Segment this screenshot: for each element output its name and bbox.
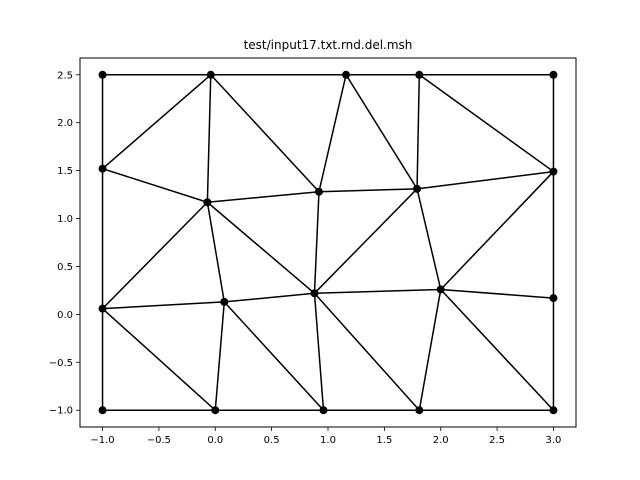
mesh-edge-32 [416, 188, 442, 291]
x-tick-label: −1.0 [90, 435, 114, 446]
mesh-edge-26 [206, 201, 226, 303]
y-tick-label: 2.5 [57, 70, 73, 81]
mesh-node-8 [413, 184, 422, 193]
mesh-edge-30 [313, 190, 320, 295]
mesh-edge-41 [214, 301, 226, 411]
mesh-edge-40 [223, 301, 325, 411]
mesh-edge-23 [418, 74, 555, 173]
mesh-edge-17 [210, 74, 320, 193]
mesh-edge-38 [313, 292, 421, 411]
mesh-edge-35 [439, 288, 555, 299]
mesh-nodes [98, 70, 558, 415]
mesh-node-3 [415, 70, 424, 79]
mesh-edge-27 [101, 301, 226, 310]
mesh-edge-25 [101, 201, 209, 310]
mesh-node-2 [342, 70, 351, 79]
mesh-edge-20 [345, 74, 418, 190]
y-tick-label: −1.0 [49, 406, 73, 417]
mesh-edge-42 [101, 307, 217, 411]
mesh-edge-34 [439, 170, 555, 291]
mesh-edge-19 [318, 74, 347, 193]
mesh-node-4 [549, 70, 558, 79]
mesh-node-9 [549, 167, 558, 176]
x-tick-label: 2.0 [433, 435, 449, 446]
mesh-node-0 [98, 70, 107, 79]
y-tick-label: 1.0 [57, 214, 73, 225]
mesh-node-7 [314, 187, 323, 196]
mesh-edge-16 [101, 167, 209, 203]
mesh-edge-33 [313, 288, 442, 295]
mesh-edges [101, 74, 555, 411]
mesh-node-19 [549, 406, 558, 415]
y-axis: −1.0 −0.5 0.0 0.5 1.0 1.5 2.0 2.5 [49, 70, 80, 417]
plot-frame [79, 57, 577, 428]
mesh-edge-21 [318, 188, 418, 193]
mesh-node-5 [98, 164, 107, 173]
mesh-edge-24 [416, 170, 555, 190]
x-tick-label: 1.5 [376, 435, 392, 446]
y-tick-label: 2.0 [57, 118, 73, 129]
mesh-node-10 [98, 304, 107, 313]
mesh-edge-29 [223, 292, 316, 303]
mesh-node-6 [203, 198, 212, 207]
mesh-edge-14 [101, 74, 212, 170]
x-tick-label: 0.0 [207, 435, 223, 446]
mesh-edge-31 [313, 188, 418, 295]
mesh-node-15 [98, 406, 107, 415]
x-tick-label: 3.0 [546, 435, 562, 446]
x-tick-label: 0.5 [264, 435, 280, 446]
mesh-edge-39 [313, 292, 325, 411]
mesh-node-13 [436, 285, 445, 294]
mesh-edge-28 [206, 201, 316, 295]
mesh-edge-36 [439, 288, 555, 411]
x-tick-label: 2.5 [489, 435, 505, 446]
mesh-node-16 [211, 406, 220, 415]
mesh-node-11 [220, 297, 229, 306]
mesh-edge-37 [418, 288, 442, 411]
y-tick-label: 1.5 [57, 166, 73, 177]
mesh-node-1 [206, 70, 215, 79]
y-tick-label: −0.5 [49, 358, 73, 369]
mesh-node-14 [549, 294, 558, 303]
x-axis: −1.0 −0.5 0.0 0.5 1.0 1.5 2.0 2.5 3.0 [90, 427, 561, 446]
y-tick-label: 0.0 [57, 310, 73, 321]
mesh-node-18 [415, 406, 424, 415]
x-tick-label: 1.0 [320, 435, 336, 446]
mesh-edge-22 [416, 74, 421, 190]
mesh-node-17 [319, 406, 328, 415]
mesh-edge-15 [206, 74, 212, 203]
mesh-edge-18 [206, 190, 320, 203]
mesh-node-12 [310, 289, 319, 298]
chart-title: test/input17.txt.rnd.del.msh [244, 38, 413, 52]
x-tick-label: −0.5 [147, 435, 171, 446]
y-tick-label: 0.5 [57, 262, 73, 273]
